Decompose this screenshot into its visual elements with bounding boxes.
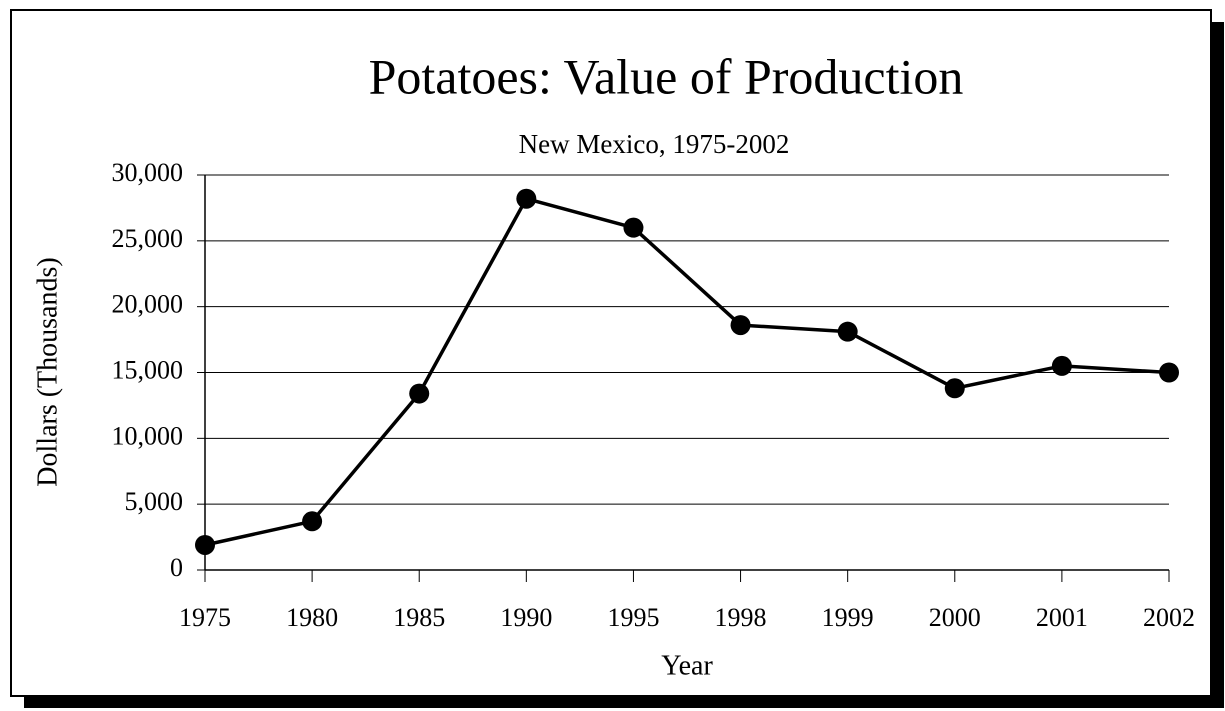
point (730, 315, 751, 336)
x-tick-label: 1999 (822, 603, 874, 632)
x-tick-label: 2002 (1143, 603, 1195, 632)
y-tick-label: 0 (170, 553, 183, 582)
point (195, 534, 215, 555)
chart-title: Potatoes: Value of Production (369, 48, 964, 104)
point (1051, 355, 1072, 376)
y-tick-label: 20,000 (112, 290, 184, 319)
point (837, 321, 858, 342)
point (1159, 362, 1179, 383)
point (516, 188, 537, 209)
x-tick-label: 1990 (500, 603, 552, 632)
x-axis-label: Year (661, 650, 713, 681)
x-tick-label: 1998 (715, 603, 767, 632)
frame (10, 9, 1212, 697)
x-tick-label: 1985 (393, 603, 445, 632)
y-tick-label: 30,000 (112, 158, 184, 187)
point (302, 511, 323, 532)
point (409, 383, 430, 404)
y-tick-label: 5,000 (125, 487, 184, 516)
y-tick-label: 10,000 (112, 421, 184, 450)
chart-subtitle: New Mexico, 1975-2002 (519, 129, 790, 159)
x-tick-label: 1975 (179, 603, 231, 632)
x-tick-label: 2000 (929, 603, 981, 632)
point (623, 217, 644, 238)
y-axis-label: Dollars (Thousands) (32, 257, 63, 486)
point (944, 378, 965, 399)
y-tick-label: 15,000 (112, 355, 184, 384)
y-tick-label: 25,000 (112, 224, 184, 253)
x-tick-label: 1980 (286, 603, 338, 632)
x-tick-label: 2001 (1036, 603, 1088, 632)
x-tick-label: 1995 (607, 603, 659, 632)
line (204, 196, 1170, 547)
